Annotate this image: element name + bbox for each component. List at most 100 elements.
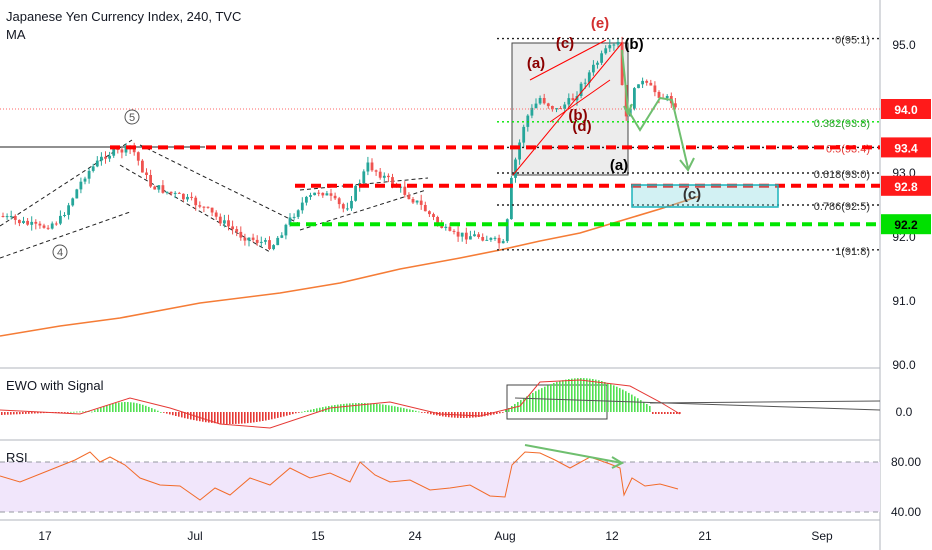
price-tag bbox=[881, 214, 931, 235]
candle bbox=[100, 156, 103, 161]
ewo-bar bbox=[598, 380, 600, 412]
ewo-bar bbox=[208, 412, 210, 423]
ewo-bar bbox=[292, 412, 294, 415]
candle bbox=[649, 82, 653, 86]
ewo-bar bbox=[472, 412, 474, 418]
candle bbox=[54, 223, 58, 225]
candle bbox=[218, 216, 222, 224]
candle bbox=[411, 199, 415, 203]
ewo-bar bbox=[58, 412, 60, 413]
arrow-head bbox=[679, 157, 695, 172]
ewo-bar bbox=[283, 412, 285, 417]
candle bbox=[309, 195, 312, 197]
ewo-bar bbox=[73, 411, 75, 413]
ewo-bar bbox=[175, 412, 177, 416]
ewo-bar bbox=[304, 411, 306, 412]
ewo-bar bbox=[670, 412, 672, 414]
candle bbox=[403, 186, 407, 195]
ewo-bar bbox=[400, 407, 402, 412]
candle bbox=[481, 237, 485, 241]
price-tag bbox=[881, 175, 931, 196]
ewo-bar bbox=[568, 379, 570, 412]
ewo-bar bbox=[319, 407, 321, 412]
ewo-bar bbox=[574, 378, 576, 412]
ewo-bar bbox=[127, 402, 129, 412]
ewo-axis-tick: 0.0 bbox=[896, 405, 913, 419]
ewo-bar bbox=[631, 394, 633, 412]
ewo-bar bbox=[484, 412, 486, 417]
wave-label: (b) bbox=[624, 36, 643, 53]
candle bbox=[186, 196, 189, 200]
ewo-bar bbox=[427, 412, 429, 414]
candle bbox=[296, 210, 300, 217]
ewo-bar bbox=[247, 412, 249, 424]
ewo-bar bbox=[124, 402, 126, 412]
candle bbox=[592, 64, 595, 73]
circle-marker-label: 5 bbox=[129, 112, 135, 124]
channel-line bbox=[0, 139, 133, 227]
candle bbox=[518, 142, 521, 160]
candle bbox=[423, 205, 427, 212]
ewo-bar bbox=[40, 412, 42, 414]
candle bbox=[436, 217, 439, 224]
candle bbox=[452, 230, 456, 232]
candle bbox=[497, 237, 501, 244]
candle bbox=[292, 216, 296, 218]
ewo-bar bbox=[583, 378, 585, 412]
ewo-pane-label: EWO with Signal bbox=[6, 378, 104, 393]
ewo-bar bbox=[277, 412, 279, 418]
channel-line bbox=[139, 144, 301, 225]
ewo-bar bbox=[433, 412, 435, 415]
ewo-bar bbox=[82, 411, 84, 413]
ewo-bar bbox=[10, 412, 12, 415]
candle bbox=[235, 229, 239, 232]
arrow-head bbox=[611, 456, 625, 469]
ewo-bar bbox=[157, 410, 159, 412]
ewo-bar bbox=[511, 406, 513, 412]
candle bbox=[95, 160, 99, 167]
candle bbox=[370, 162, 374, 171]
candle bbox=[444, 226, 448, 228]
ewo-bar bbox=[361, 403, 363, 412]
ewo-bar bbox=[136, 403, 138, 412]
candle bbox=[276, 237, 280, 246]
candle bbox=[251, 237, 255, 240]
ewo-bar bbox=[616, 386, 618, 412]
ewo-bar bbox=[595, 379, 597, 412]
ewo-bar bbox=[667, 412, 669, 414]
candle bbox=[456, 231, 460, 237]
candle bbox=[132, 148, 136, 153]
ewo-bar bbox=[649, 406, 651, 412]
circle-marker bbox=[52, 244, 68, 260]
candle bbox=[620, 41, 624, 85]
ewo-bar bbox=[313, 409, 315, 412]
ewo-bar bbox=[115, 403, 117, 412]
ewo-bar bbox=[322, 407, 324, 412]
candle bbox=[391, 177, 394, 186]
ewo-bar bbox=[154, 409, 156, 412]
ewo-bar bbox=[259, 412, 261, 422]
ewo-bar bbox=[118, 402, 120, 412]
candle bbox=[514, 159, 517, 178]
candle bbox=[382, 175, 386, 178]
ewo-bar bbox=[151, 408, 153, 412]
candle bbox=[596, 62, 599, 65]
wave-label: (d) bbox=[572, 118, 591, 135]
candle bbox=[473, 234, 476, 237]
ewo-bar bbox=[178, 412, 180, 417]
wave-label: (c) bbox=[683, 186, 701, 203]
ewo-bar bbox=[4, 412, 6, 415]
ewo-bar bbox=[64, 412, 66, 413]
candle bbox=[9, 216, 13, 217]
candle bbox=[571, 98, 575, 101]
rsi-divergence-line bbox=[524, 444, 623, 464]
ewo-bar bbox=[610, 384, 612, 412]
candle bbox=[460, 232, 464, 237]
ewo-bar bbox=[241, 412, 243, 424]
ewo-bar bbox=[214, 412, 216, 424]
ewo-bar bbox=[412, 410, 414, 412]
candle bbox=[210, 207, 214, 213]
ewo-bar bbox=[106, 405, 108, 412]
candle bbox=[546, 103, 550, 107]
